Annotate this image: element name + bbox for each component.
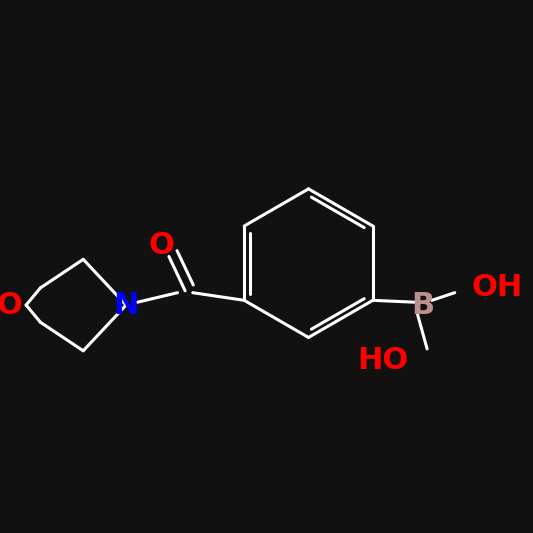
Text: O: O bbox=[148, 231, 174, 260]
Text: HO: HO bbox=[357, 346, 408, 375]
Text: O: O bbox=[0, 290, 22, 320]
Text: OH: OH bbox=[472, 273, 523, 302]
Text: B: B bbox=[411, 290, 434, 320]
Text: N: N bbox=[114, 290, 139, 320]
